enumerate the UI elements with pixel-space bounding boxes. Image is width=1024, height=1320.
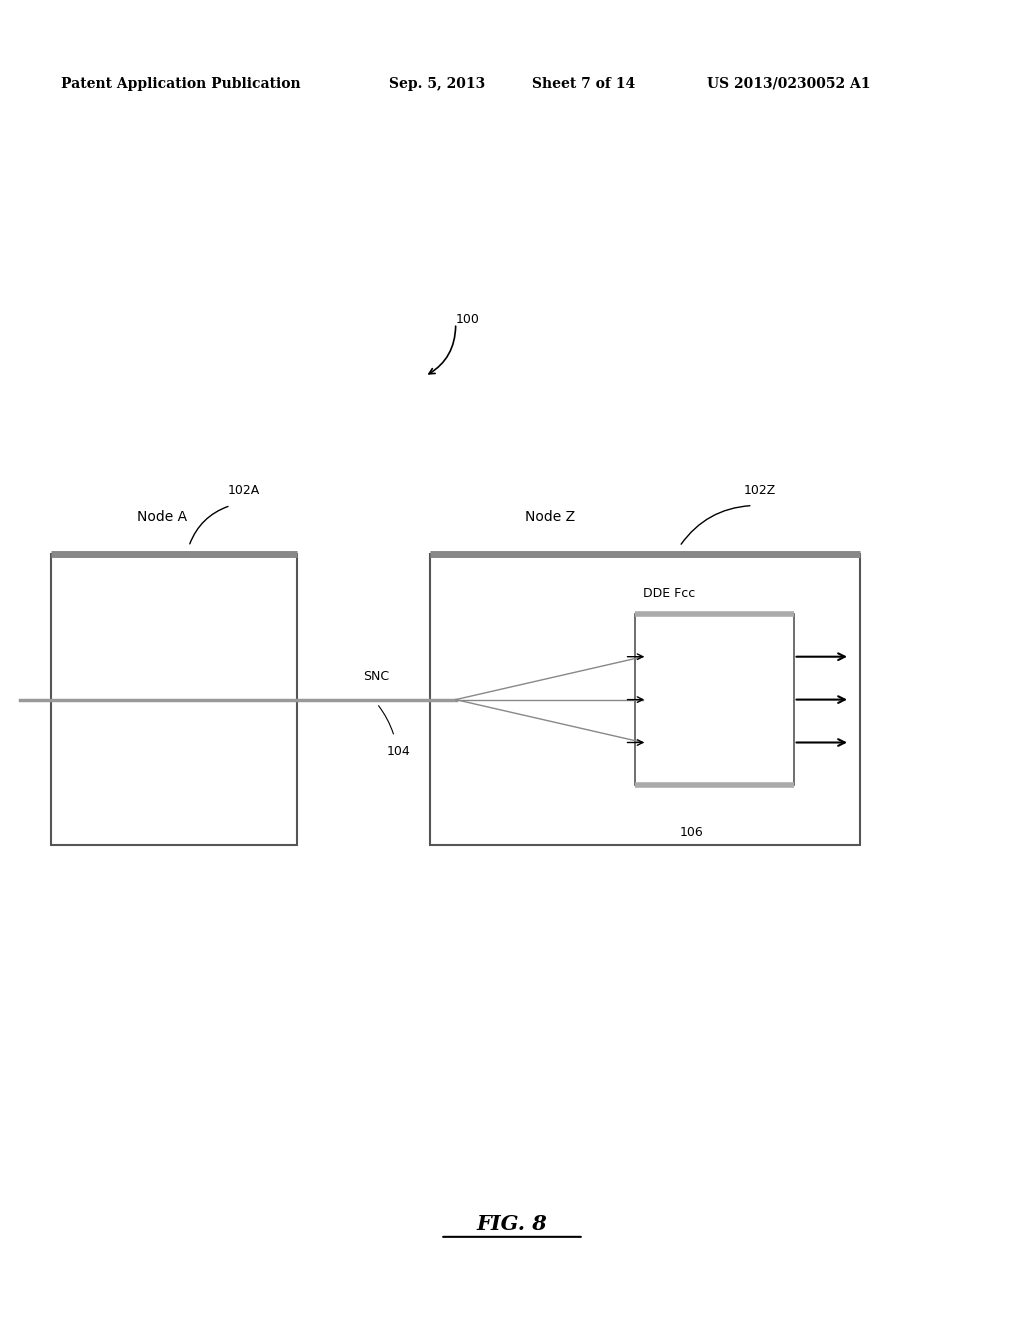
Text: DDE Fcc: DDE Fcc — [643, 586, 695, 599]
Text: Sheet 7 of 14: Sheet 7 of 14 — [532, 77, 636, 91]
Text: Patent Application Publication: Patent Application Publication — [61, 77, 301, 91]
Text: 102A: 102A — [228, 483, 260, 496]
FancyBboxPatch shape — [430, 554, 860, 845]
Text: Node A: Node A — [137, 511, 187, 524]
FancyBboxPatch shape — [51, 554, 297, 845]
Text: Sep. 5, 2013: Sep. 5, 2013 — [389, 77, 485, 91]
Text: 104: 104 — [387, 744, 411, 758]
Text: 102Z: 102Z — [744, 483, 776, 496]
Text: 106: 106 — [679, 825, 703, 838]
Text: FIG. 8: FIG. 8 — [476, 1213, 548, 1234]
Text: SNC: SNC — [364, 669, 390, 682]
FancyBboxPatch shape — [635, 614, 794, 785]
Text: US 2013/0230052 A1: US 2013/0230052 A1 — [707, 77, 870, 91]
Text: 100: 100 — [456, 313, 479, 326]
Text: Node Z: Node Z — [524, 511, 574, 524]
